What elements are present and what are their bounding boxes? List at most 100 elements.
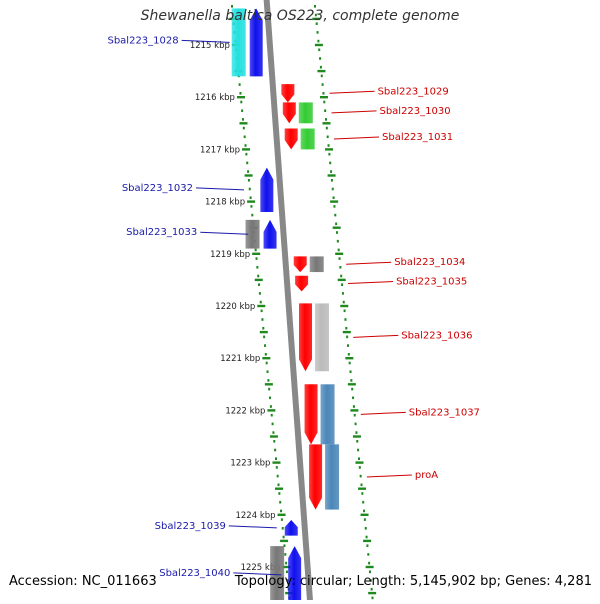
tick-mark-left — [262, 357, 271, 360]
dotted-track-dot-right — [354, 422, 357, 426]
dotted-track-dot-right — [343, 309, 346, 313]
dotted-track-dot-right — [339, 266, 342, 269]
dotted-track-dot-left — [247, 170, 250, 173]
tick-mark-right — [358, 487, 367, 490]
dotted-track-dot-right — [330, 179, 333, 182]
dotted-track-dot-right — [341, 292, 344, 295]
dotted-track-dot-right — [340, 274, 343, 278]
dotted-track-dot-left — [273, 440, 276, 443]
axis-tick-label: 1217 kbp — [200, 145, 240, 155]
dotted-track-dot-right — [371, 596, 374, 600]
dotted-track-dot-left — [243, 135, 246, 139]
dotted-track-dot-right — [344, 318, 347, 321]
dotted-track-dot-left — [262, 326, 265, 330]
axis-tick-label: 1222 kbp — [225, 406, 265, 416]
dotted-track-dot-left — [280, 518, 283, 521]
tick-mark-right — [347, 383, 356, 386]
dotted-track-dot-left — [249, 196, 252, 199]
dotted-track-dot-right — [326, 135, 329, 139]
dotted-track-dot-right — [353, 413, 356, 417]
gene-arrow — [282, 102, 296, 124]
dotted-track-dot-right — [347, 353, 350, 356]
tick-mark-right — [345, 357, 354, 360]
gene-arrow — [263, 219, 277, 249]
dotted-track-dot-left — [272, 431, 275, 434]
gene-label: Sbal223_1037 — [409, 407, 480, 418]
axis-tick-label: 1219 kbp — [210, 250, 250, 260]
dotted-track-dot-right — [327, 144, 330, 147]
dotted-track-dot-right — [360, 483, 363, 487]
dotted-track-dot-left — [281, 527, 284, 530]
dotted-track-dot-right — [346, 335, 349, 339]
dotted-track-dot-right — [330, 170, 333, 173]
dotted-track-dot-left — [284, 553, 287, 556]
dotted-track-dot-right — [335, 222, 338, 226]
gene-leader-line — [329, 90, 375, 94]
tick-mark-right — [363, 539, 372, 543]
tick-mark-right — [319, 96, 328, 99]
annotation-box — [309, 256, 324, 273]
axis-tick-label: 1218 kbp — [205, 198, 245, 208]
gene-leader-line — [366, 474, 412, 478]
tick-mark-left — [269, 435, 278, 438]
tick-mark-right — [355, 461, 364, 464]
gene-arrow — [298, 303, 312, 372]
dotted-track-dot-right — [335, 231, 338, 234]
tick-mark-right — [365, 565, 374, 569]
dotted-track-dot-right — [322, 92, 325, 95]
dotted-track-dot-left — [267, 379, 270, 382]
dotted-track-dot-right — [357, 457, 360, 460]
tick-mark-right — [327, 174, 336, 177]
dotted-track-dot-left — [269, 396, 272, 400]
gene-leader-line — [233, 572, 282, 576]
tick-mark-right — [330, 200, 339, 203]
gene-arrow — [288, 546, 302, 604]
tick-mark-left — [277, 513, 286, 516]
gene-label: Sbal223_1035 — [396, 277, 467, 288]
dotted-track-dot-left — [241, 118, 244, 121]
dotted-track-dot-left — [280, 509, 283, 513]
dotted-track-dot-left — [244, 144, 247, 147]
dotted-track-dot-left — [265, 361, 268, 365]
dotted-track-dot-right — [332, 196, 335, 199]
tick-mark-right — [312, 17, 321, 21]
gene-label: Sbal223_1031 — [382, 132, 453, 143]
annotation-box — [298, 102, 313, 124]
annotation-box — [320, 384, 335, 445]
gene-label: proA — [415, 470, 438, 481]
dotted-track-dot-right — [345, 326, 348, 330]
gene-arrow — [293, 256, 307, 273]
tick-mark-left — [254, 278, 263, 282]
dotted-track-dot-right — [352, 405, 355, 408]
dotted-track-dot-left — [275, 466, 278, 469]
dotted-track-dot-right — [368, 561, 371, 565]
dotted-track-dot-right — [316, 31, 319, 34]
dotted-track-dot-left — [239, 92, 242, 95]
gene-label: Sbal223_1029 — [378, 86, 449, 97]
dotted-track-dot-left — [255, 257, 258, 260]
dotted-track-dot-right — [364, 527, 367, 530]
tick-mark-right — [314, 43, 323, 47]
map-title: Shewanella baltica OS223, complete genom… — [140, 8, 460, 24]
dotted-track-dot-right — [366, 544, 369, 547]
tick-mark-right — [340, 304, 349, 308]
gene-label: Sbal223_1036 — [401, 330, 472, 341]
gene-label: Sbal223_1032 — [122, 183, 193, 194]
dotted-track-dot-left — [251, 213, 254, 217]
dotted-track-dot-left — [286, 579, 289, 582]
dotted-track-dot-right — [318, 48, 321, 52]
gene-label: Sbal223_1039 — [155, 521, 226, 532]
axis-tick-label: 1221 kbp — [220, 354, 260, 364]
gene-label: Sbal223_1030 — [379, 106, 450, 117]
dotted-track-dot-left — [248, 187, 251, 191]
axis-tick-label: 1216 kbp — [195, 93, 235, 103]
dotted-track-dot-right — [355, 431, 358, 434]
axis-tick-label: 1220 kbp — [215, 302, 255, 312]
dotted-track-dot-left — [277, 483, 280, 487]
dotted-track-dot-right — [333, 205, 336, 208]
gene-leader-line — [331, 110, 377, 114]
dotted-track-dot-left — [241, 109, 244, 112]
dotted-track-dot-right — [315, 22, 318, 25]
backbone-line — [263, 0, 314, 604]
gene-label: Sbal223_1034 — [394, 257, 465, 268]
